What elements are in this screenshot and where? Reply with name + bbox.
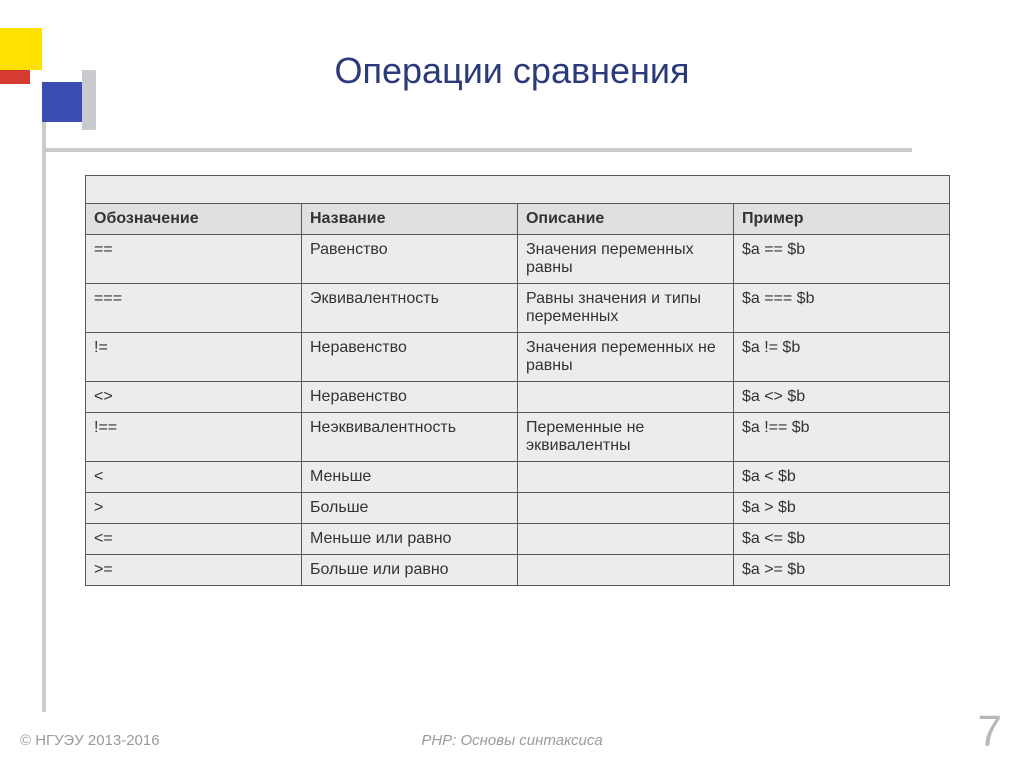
table-row: >= Больше или равно $a >= $b — [86, 555, 950, 586]
cell-desc: Значения переменных не равны — [517, 333, 733, 382]
cell-name: Больше — [301, 493, 517, 524]
cell-name: Меньше или равно — [301, 524, 517, 555]
cell-name: Неравенство — [301, 333, 517, 382]
col-header: Обозначение — [86, 204, 302, 235]
col-header: Пример — [733, 204, 949, 235]
cell-notation: >= — [86, 555, 302, 586]
cell-name: Больше или равно — [301, 555, 517, 586]
table-row: <> Неравенство $a <> $b — [86, 382, 950, 413]
comparison-table: Обозначение Название Описание Пример == … — [85, 175, 950, 586]
cell-name: Неэквивалентность — [301, 413, 517, 462]
slide-title: Операции сравнения — [0, 50, 1024, 92]
grey-vrule-icon — [42, 122, 46, 712]
slide-footer: © НГУЭУ 2013-2016 PHP: Основы синтаксиса… — [0, 709, 1024, 749]
cell-example: $a < $b — [733, 462, 949, 493]
table-row: === Эквивалентность Равны значения и тип… — [86, 284, 950, 333]
cell-desc — [517, 555, 733, 586]
cell-example: $a > $b — [733, 493, 949, 524]
cell-example: $a <> $b — [733, 382, 949, 413]
table-row: !== Неэквивалентность Переменные не экви… — [86, 413, 950, 462]
cell-notation: != — [86, 333, 302, 382]
table-row: < Меньше $a < $b — [86, 462, 950, 493]
cell-example: $a !== $b — [733, 413, 949, 462]
cell-desc — [517, 493, 733, 524]
cell-notation: < — [86, 462, 302, 493]
cell-example: $a === $b — [733, 284, 949, 333]
table-row: <= Меньше или равно $a <= $b — [86, 524, 950, 555]
cell-name: Меньше — [301, 462, 517, 493]
cell-notation: === — [86, 284, 302, 333]
cell-example: $a <= $b — [733, 524, 949, 555]
footer-subtitle: PHP: Основы синтаксиса — [0, 732, 1024, 749]
table-row: != Неравенство Значения переменных не ра… — [86, 333, 950, 382]
cell-notation: <> — [86, 382, 302, 413]
cell-notation: !== — [86, 413, 302, 462]
cell-desc: Переменные не эквивалентны — [517, 413, 733, 462]
cell-name: Равенство — [301, 235, 517, 284]
slide: Операции сравнения Обозначение Название … — [0, 0, 1024, 767]
table-row: > Больше $a > $b — [86, 493, 950, 524]
cell-example: $a >= $b — [733, 555, 949, 586]
cell-desc — [517, 462, 733, 493]
table-row: == Равенство Значения переменных равны $… — [86, 235, 950, 284]
cell-name: Неравенство — [301, 382, 517, 413]
cell-desc: Равны значения и типы переменных — [517, 284, 733, 333]
col-header: Название — [301, 204, 517, 235]
cell-notation: == — [86, 235, 302, 284]
comparison-table-wrap: Обозначение Название Описание Пример == … — [85, 175, 950, 586]
col-header: Описание — [517, 204, 733, 235]
table-header-row: Обозначение Название Описание Пример — [86, 204, 950, 235]
cell-desc — [517, 524, 733, 555]
cell-example: $a != $b — [733, 333, 949, 382]
cell-example: $a == $b — [733, 235, 949, 284]
grey-hrule-icon — [42, 148, 912, 152]
table-spacer-row — [86, 176, 950, 204]
cell-notation: <= — [86, 524, 302, 555]
page-number: 7 — [978, 707, 1002, 757]
cell-desc: Значения переменных равны — [517, 235, 733, 284]
cell-desc — [517, 382, 733, 413]
cell-name: Эквивалентность — [301, 284, 517, 333]
cell-notation: > — [86, 493, 302, 524]
